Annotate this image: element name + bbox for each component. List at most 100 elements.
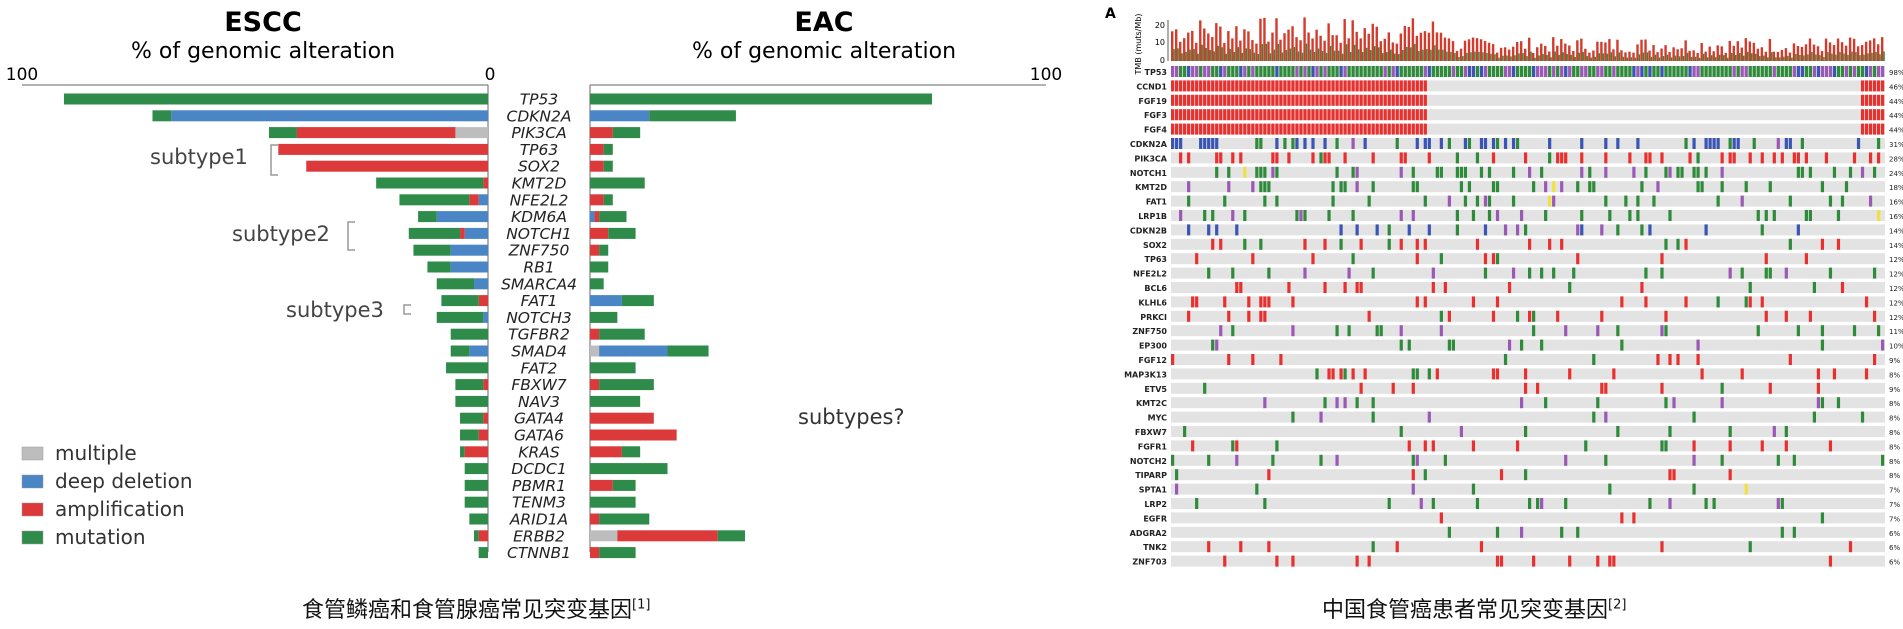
oncoprint-cell — [1339, 109, 1343, 121]
tmb-bar-nonsyn — [1239, 40, 1242, 61]
tmb-bar-nonsyn — [1179, 41, 1182, 61]
oncoprint-cell — [1411, 166, 1415, 178]
oncoprint-cell — [1367, 66, 1371, 77]
oncoprint-cell — [1223, 123, 1227, 135]
tmb-bar-nonsyn — [1227, 31, 1230, 61]
tmb-bar-syn — [1357, 49, 1360, 61]
tmb-bar-syn — [1502, 55, 1504, 61]
tmb-bar-syn — [1301, 52, 1304, 61]
oncoprint-cell — [1211, 80, 1215, 92]
escc-bar-mutation — [469, 513, 488, 525]
oncoprint-cell — [1872, 66, 1877, 77]
oncoprint-cell — [1816, 368, 1821, 380]
oncoprint-cell — [1712, 498, 1716, 509]
oncoprint-cell — [1552, 181, 1556, 193]
oncoprint-cell — [1748, 152, 1752, 164]
oncoprint-cell — [1491, 310, 1496, 322]
oncoprint-gene-label: FGFR1 — [1138, 442, 1168, 451]
tmb-bar-nonsyn — [1704, 51, 1707, 61]
escc-bar-mutation — [450, 328, 488, 340]
oncoprint-cell — [1427, 66, 1431, 77]
oncoprint-cell — [1407, 224, 1411, 236]
gene-label: SOX2 — [518, 158, 560, 176]
oncoprint-cell — [1323, 94, 1327, 106]
oncoprint-cell — [1191, 109, 1195, 121]
oncoprint-cell — [1499, 469, 1504, 481]
eac-bar-amplification — [590, 227, 609, 239]
oncoprint-cell — [1195, 253, 1199, 265]
oncoprint-cell — [1628, 152, 1632, 164]
tmb-tick-20: 20 — [1155, 21, 1165, 30]
oncoprint-cell — [1331, 109, 1335, 121]
oncoprint-cell — [1495, 368, 1500, 380]
oncoprint-gene-label: SPTA1 — [1139, 486, 1168, 495]
gene-label: DCDC1 — [511, 460, 566, 478]
oncoprint-cell — [1223, 66, 1227, 77]
oncoprint-cell — [1536, 66, 1540, 77]
oncoprint-cell — [1491, 253, 1496, 265]
oncoprint-cell — [1371, 541, 1375, 553]
tmb-bar-syn — [1678, 56, 1681, 61]
tmb-bar-nonsyn — [1876, 44, 1880, 61]
oncoprint-row-bg — [1171, 440, 1885, 452]
eac-tick-100: 100 — [1030, 65, 1062, 85]
oncoprint-cell — [1876, 325, 1881, 337]
oncoprint-cell — [1335, 123, 1339, 135]
oncoprint-cell — [1335, 166, 1339, 178]
oncoprint-cell — [1415, 109, 1419, 121]
oncoprint-cell — [1347, 109, 1351, 121]
tmb-bar-syn — [1325, 52, 1328, 61]
oncoprint-cell — [1259, 238, 1263, 250]
oncoprint-cell — [1604, 166, 1608, 178]
tmb-bar-nonsyn — [1688, 50, 1691, 61]
tmb-bar-syn — [1474, 51, 1476, 61]
oncoprint-cell — [1872, 166, 1877, 178]
oncoprint-cell — [1423, 109, 1427, 121]
oncoprint-cell — [1203, 94, 1207, 106]
escc-bars — [63, 93, 488, 559]
eac-bar-deep-deletion — [599, 345, 668, 357]
oncoprint-cell — [1560, 238, 1564, 250]
tmb-bar-syn — [1518, 53, 1520, 61]
oncoprint-cell — [1532, 66, 1536, 77]
oncoprint-cell — [1692, 138, 1696, 149]
oncoprint-cell — [1608, 66, 1612, 77]
oncoprint-cell — [1487, 195, 1492, 207]
oncoprint-cell — [1455, 66, 1460, 77]
oncoprint-row-bg — [1171, 382, 1885, 394]
eac-bar-mutation — [590, 496, 636, 508]
tmb-bar-syn — [1670, 57, 1673, 61]
oncoprint-cell — [1255, 138, 1259, 149]
oncoprint-cell — [1680, 66, 1684, 77]
oncoprint-cell — [1628, 210, 1632, 221]
oncoprint-cell — [1828, 195, 1833, 207]
oncoprint-cell — [1375, 80, 1379, 92]
oncoprint-cell — [1728, 138, 1732, 149]
oncoprint-cell — [1423, 296, 1427, 308]
tmb-bar-syn — [1293, 47, 1296, 61]
oncoprint-cell — [1467, 138, 1472, 149]
tmb-bar-syn — [1787, 55, 1789, 61]
oncoprint-cell — [1780, 526, 1784, 538]
oncoprint-percent-label: 8% — [1889, 415, 1900, 423]
oncoprint-cell — [1728, 469, 1732, 481]
oncoprint-cell — [1451, 66, 1455, 77]
escc-bar-mutation — [408, 227, 461, 239]
oncoprint-cell — [1359, 66, 1363, 77]
oncoprint-cell — [1363, 368, 1367, 380]
oncoprint-cell — [1776, 138, 1780, 149]
oncoprint-cell — [1291, 66, 1295, 77]
oncoprint-cell — [1347, 66, 1351, 77]
oncoprint-cell — [1311, 109, 1315, 121]
oncoprint-cell — [1604, 138, 1608, 149]
tmb-bar-syn — [1783, 56, 1785, 61]
oncoprint-cell — [1624, 66, 1628, 77]
oncoprint-cell — [1692, 411, 1696, 423]
oncoprint-cell — [1331, 123, 1335, 135]
tmb-bar-syn — [1823, 57, 1825, 61]
tmb-bar-nonsyn — [1768, 38, 1772, 61]
oncoprint-cell — [1564, 454, 1568, 466]
oncoprint-cell — [1423, 469, 1427, 481]
oncoprint-cell — [1207, 80, 1211, 92]
oncoprint-cell — [1764, 210, 1768, 221]
